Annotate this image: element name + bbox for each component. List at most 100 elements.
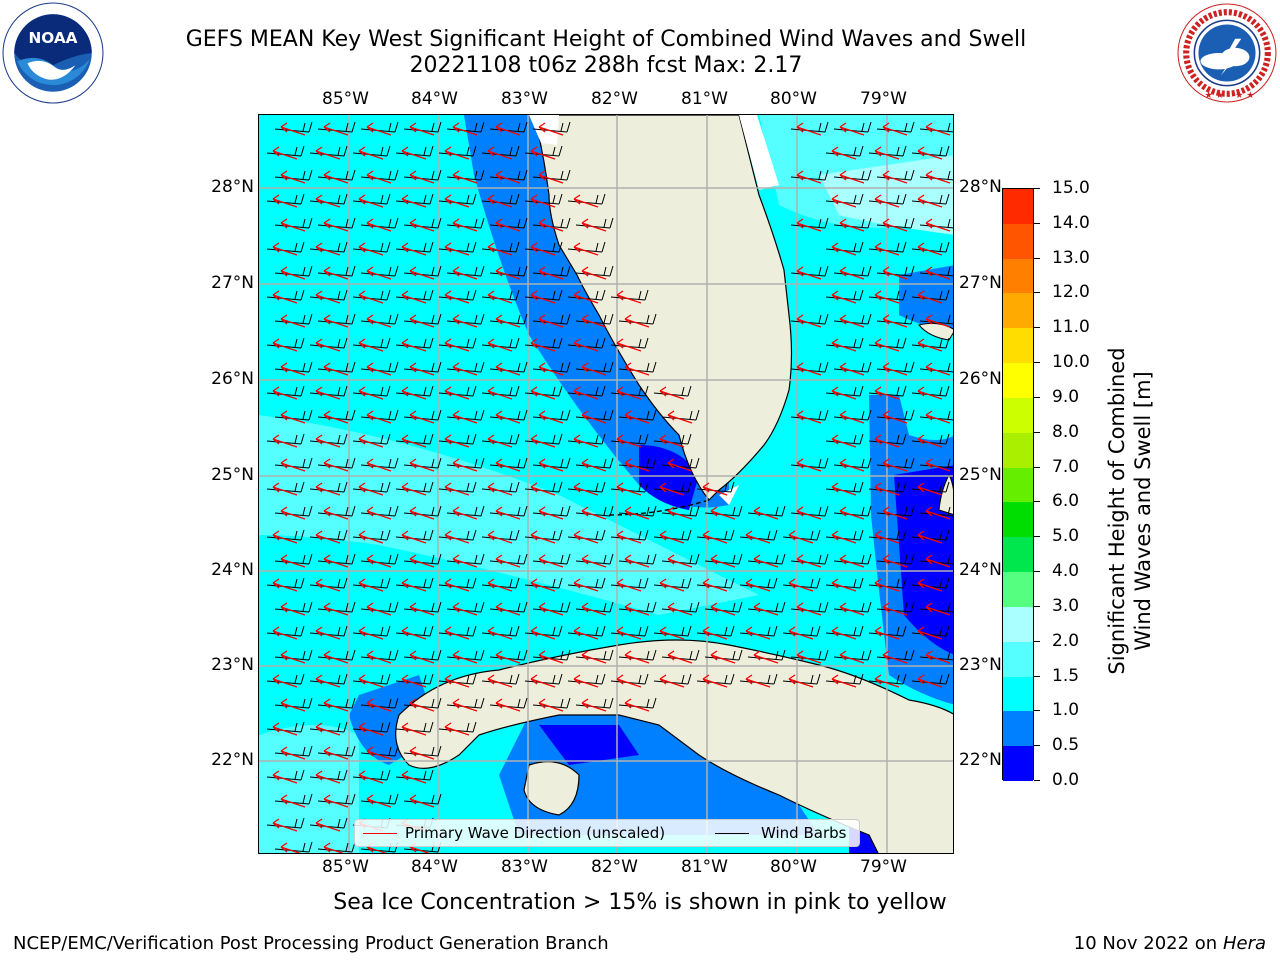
wave-direction-arrow [358, 434, 384, 448]
wave-direction-arrow [616, 434, 642, 448]
wave-direction-arrow [874, 626, 900, 640]
wave-direction-arrow [401, 530, 427, 544]
wave-direction-arrow [280, 506, 306, 520]
wave-direction-arrow [366, 650, 392, 664]
wave-direction-arrow [409, 602, 435, 616]
wave-direction-arrow [272, 722, 298, 736]
wind-barbs-layer [266, 121, 953, 853]
colorbar-segment [1003, 641, 1033, 677]
wave-direction-arrow [831, 626, 857, 640]
colorbar-segment [1003, 397, 1033, 433]
colorbar-segment [1003, 537, 1033, 573]
wave-direction-arrow [796, 218, 822, 232]
wave-direction-arrow [444, 386, 470, 400]
wave-direction-arrow [401, 386, 427, 400]
wave-direction-arrow [280, 458, 306, 472]
wave-direction-arrow [882, 266, 908, 280]
colorbar-tick-mark [1034, 745, 1040, 747]
wave-direction-arrow [831, 146, 857, 160]
wave-direction-arrow [839, 602, 865, 616]
wave-direction-arrow [530, 290, 556, 304]
wave-direction-arrow [280, 362, 306, 376]
lat-tick-right: 27°N [959, 273, 1002, 293]
colorbar-tick-mark [1034, 710, 1040, 712]
wave-direction-arrow [315, 194, 341, 208]
wave-direction-arrow [616, 674, 642, 688]
wave-direction-arrow [573, 386, 599, 400]
legend-wind-barbs: Wind Barbs [761, 824, 847, 842]
noaa-logo: NOAA [2, 2, 104, 104]
wave-direction-arrow [796, 170, 822, 184]
wave-direction-arrow [616, 482, 642, 496]
wave-direction-arrow [882, 602, 908, 616]
wave-direction-arrow [710, 506, 736, 520]
colorbar-tick-label: 13.0 [1052, 247, 1090, 268]
wave-direction-arrow [272, 626, 298, 640]
wave-direction-arrow [581, 602, 607, 616]
wave-direction-arrow [874, 146, 900, 160]
wave-direction-arrow [573, 290, 599, 304]
wave-direction-arrow [401, 434, 427, 448]
colorbar-tick-label: 5.0 [1052, 526, 1080, 547]
wave-direction-arrow [831, 674, 857, 688]
wave-direction-arrow [487, 386, 513, 400]
wave-direction-arrow [315, 386, 341, 400]
wave-direction-arrow [280, 842, 302, 853]
wave-direction-arrow [358, 722, 384, 736]
wave-direction-arrow [495, 602, 521, 616]
wave-direction-arrow [874, 578, 900, 592]
colorbar [1002, 188, 1034, 782]
colorbar-tick-label: 1.5 [1052, 665, 1080, 686]
lat-tick-left: 26°N [211, 369, 254, 389]
wave-direction-arrow [702, 530, 728, 544]
wave-direction-arrow [530, 578, 556, 592]
wave-direction-arrow [409, 650, 435, 664]
wave-direction-arrow [530, 338, 556, 352]
colorbar-tick-mark [1034, 362, 1040, 364]
wave-direction-arrow [444, 722, 470, 736]
wave-direction-arrow [272, 578, 298, 592]
colorbar-tick-mark [1034, 257, 1040, 259]
wave-direction-arrow [581, 410, 607, 424]
wave-direction-arrow [538, 650, 564, 664]
wave-height-map: Primary Wave Direction (unscaled) Wind B… [258, 114, 954, 854]
wave-direction-arrow [874, 434, 900, 448]
colorbar-tick-mark [1034, 605, 1040, 607]
wave-direction-arrow [882, 362, 908, 376]
wave-direction-arrow [444, 194, 470, 208]
wave-direction-arrow [409, 170, 435, 184]
wave-direction-arrow [925, 602, 951, 616]
wave-direction-arrow [788, 626, 814, 640]
wave-direction-arrow [272, 146, 298, 160]
wave-direction-arrow [530, 434, 556, 448]
wave-direction-arrow [452, 362, 478, 376]
wave-direction-arrow [831, 434, 857, 448]
wave-direction-arrow [917, 434, 943, 448]
wave-direction-arrow [796, 122, 822, 136]
wave-direction-arrow [409, 410, 435, 424]
lon-tick-top: 79°W [860, 89, 907, 109]
wave-direction-arrow [487, 338, 513, 352]
colorbar-segment [1003, 711, 1033, 747]
wave-direction-arrow [702, 482, 728, 496]
wave-direction-arrow [624, 602, 650, 616]
wave-direction-arrow [323, 266, 349, 280]
colorbar-tick-label: 15.0 [1052, 178, 1090, 198]
wave-direction-arrow [745, 578, 771, 592]
colorbar-tick-mark [1034, 396, 1040, 398]
colorbar-segment [1003, 363, 1033, 399]
wave-direction-arrow [538, 218, 564, 232]
wave-direction-arrow [452, 218, 478, 232]
colorbar-segment [1003, 467, 1033, 503]
wave-direction-arrow [315, 578, 341, 592]
wave-direction-arrow [710, 554, 736, 568]
wave-direction-arrow [409, 698, 435, 712]
wave-direction-arrow [745, 674, 771, 688]
wave-direction-arrow [882, 554, 908, 568]
wave-direction-arrow [538, 506, 564, 520]
wave-direction-arrow [874, 482, 900, 496]
wave-direction-arrow [882, 170, 908, 184]
colorbar-segment [1003, 189, 1033, 224]
wave-direction-arrow [788, 530, 814, 544]
wave-direction-arrow [753, 602, 779, 616]
